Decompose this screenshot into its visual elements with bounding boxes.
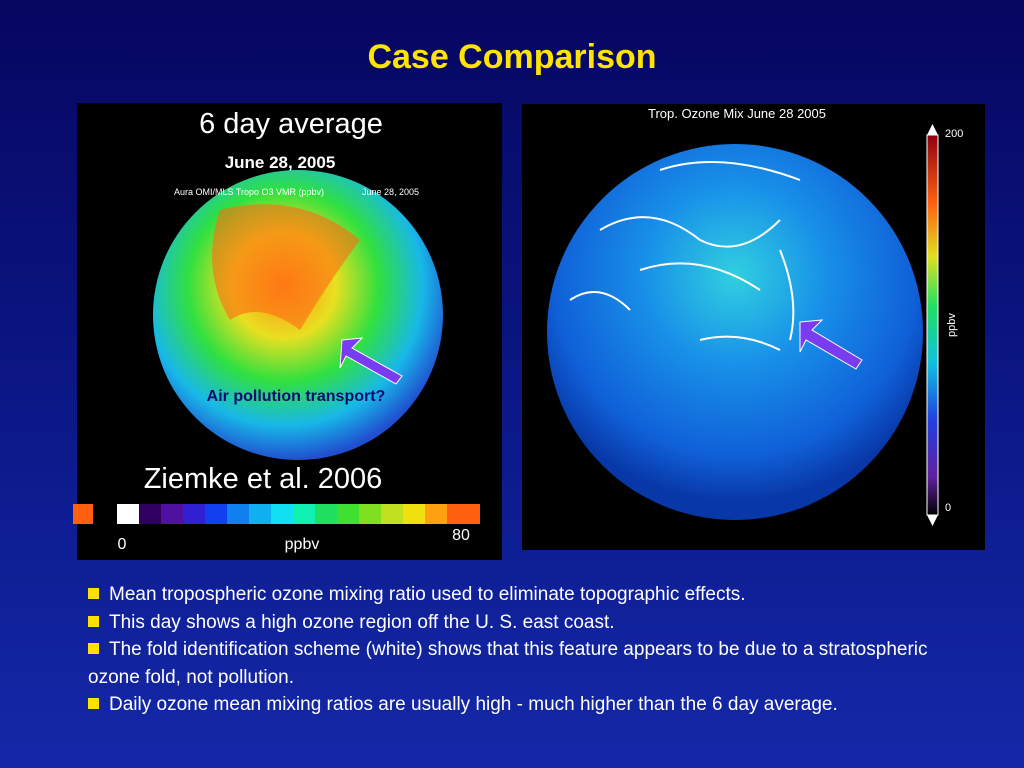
slide-title: Case Comparison [367, 38, 656, 76]
citation: Ziemke et al. 2006 [144, 463, 383, 495]
arrow [339, 337, 403, 385]
globe [547, 144, 923, 520]
bullet-list: Mean tropospheric ozone mixing ratio use… [88, 581, 958, 719]
figure-area: Case Comparison 6 day average June 28, 2… [73, 38, 985, 560]
colorbar-min: 0 [945, 502, 951, 514]
colorbar [926, 134, 939, 516]
colorbar-min: 0 [118, 536, 127, 553]
colorbar-cap [927, 515, 938, 526]
colorbar [73, 504, 480, 524]
panel-heading: Trop. Ozone Mix June 28 2005 [648, 106, 826, 121]
colorbar-max: 80 [452, 527, 470, 544]
colorbar-cap [927, 124, 938, 135]
bullet: This day shows a high ozone region off t… [88, 609, 958, 637]
arrow [799, 319, 863, 370]
map-caption: Aura OMI/MLS Tropo O3 VMR (ppbv) [174, 187, 324, 197]
panel-heading: 6 day average [199, 108, 383, 140]
map-date: June 28, 2005 [225, 153, 336, 172]
fold-contours [569, 161, 801, 351]
colorbar-unit: ppbv [285, 536, 320, 553]
bullet: Daily ozone mean mixing ratios are usual… [88, 691, 958, 719]
bullet: The fold identification scheme (white) s… [88, 636, 958, 691]
hot-region [212, 204, 360, 330]
map-date-small: June 28, 2005 [362, 187, 419, 197]
annotation: Air pollution transport? [207, 388, 386, 405]
bullet: Mean tropospheric ozone mixing ratio use… [88, 581, 958, 609]
colorbar-max: 200 [945, 128, 963, 140]
colorbar-unit: ppbv [946, 313, 958, 337]
